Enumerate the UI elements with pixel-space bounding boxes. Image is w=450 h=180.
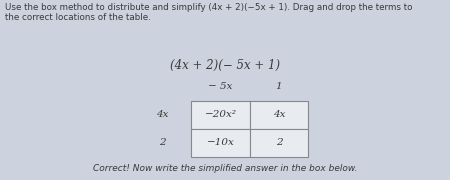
FancyBboxPatch shape <box>191 101 250 129</box>
Text: −10x: −10x <box>207 138 234 147</box>
Text: −20x²: −20x² <box>204 110 237 119</box>
Text: 1: 1 <box>276 82 282 91</box>
Text: Correct! Now write the simplified answer in the box below.: Correct! Now write the simplified answer… <box>93 164 357 173</box>
FancyBboxPatch shape <box>191 129 250 157</box>
Text: 4x: 4x <box>156 110 168 119</box>
Text: Use the box method to distribute and simplify (4x + 2)(−5x + 1). Drag and drop t: Use the box method to distribute and sim… <box>5 3 413 22</box>
Text: − 5x: − 5x <box>208 82 233 91</box>
FancyBboxPatch shape <box>250 101 308 129</box>
Text: (4x + 2)(− 5x + 1): (4x + 2)(− 5x + 1) <box>170 59 280 72</box>
Text: 2: 2 <box>159 138 165 147</box>
FancyBboxPatch shape <box>250 129 308 157</box>
Text: 4x: 4x <box>273 110 285 119</box>
Text: 2: 2 <box>276 138 282 147</box>
